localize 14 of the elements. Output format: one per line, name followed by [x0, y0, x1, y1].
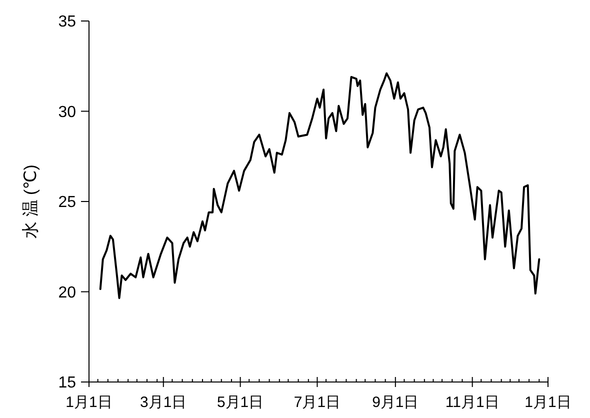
y-tick-label: 20	[58, 284, 76, 302]
x-tick-label: 7月1日	[294, 394, 341, 411]
y-tick-label: 35	[58, 14, 76, 31]
x-tick-label: 9月1日	[372, 394, 419, 411]
y-axis-title: 水 温 (℃)	[20, 164, 40, 238]
y-tick-label: 25	[58, 194, 76, 212]
y-tick-label: 15	[58, 374, 76, 392]
x-tick-label: 1月1日	[524, 394, 572, 411]
x-tick-label: 11月1日	[445, 394, 500, 411]
x-tick-label: 1月1日	[66, 394, 112, 411]
x-tick-label: 3月1日	[140, 394, 187, 411]
line-series	[99, 72, 540, 300]
y-tick-label: 30	[58, 104, 76, 121]
x-tick-label: 5月1日	[216, 394, 264, 411]
